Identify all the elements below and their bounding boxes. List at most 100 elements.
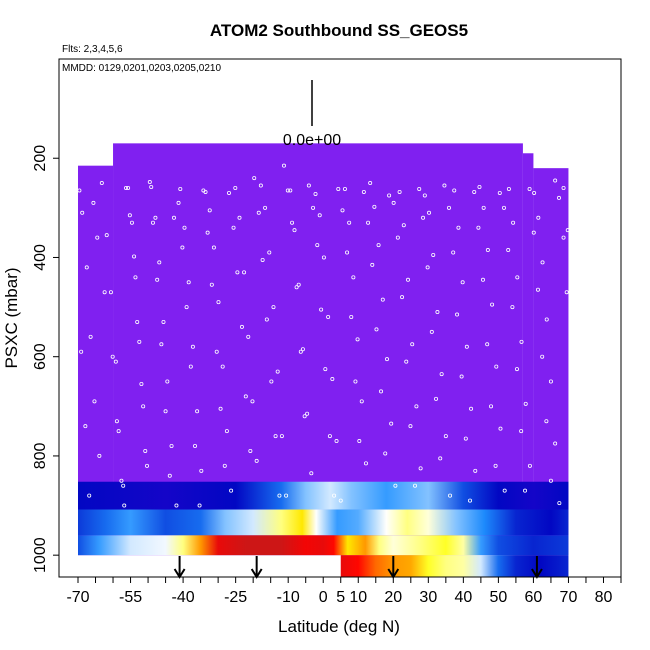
sample-point [380,297,385,302]
y-tick-label: 800 [32,442,49,469]
sample-point [404,359,409,364]
sample-point [87,493,92,498]
sample-point [565,228,570,233]
sample-point [281,163,286,168]
x-tick-label: 10 [349,589,367,606]
sample-point [233,186,238,191]
sample-point [393,483,398,488]
x-tick-label: 60 [525,589,543,606]
sample-point [336,186,341,191]
x-tick-label: 80 [595,589,613,606]
sample-point [122,503,127,508]
y-axis-label: PSXC (mbar) [2,267,21,368]
sample-point [123,186,128,191]
sample-point [145,463,150,468]
x-tick-label: 5 [336,589,345,606]
sample-point [169,444,174,449]
sample-point [116,429,121,434]
sample-point [395,235,400,240]
sample-point [379,389,384,394]
sample-point [434,396,439,401]
sample-point [540,354,545,359]
sample-point [309,471,314,476]
sample-point [207,208,212,213]
sample-point [294,285,299,290]
sample-point [180,245,185,250]
sample-point [104,233,109,238]
sample-point [383,451,388,456]
sample-point [288,188,293,193]
sample-point [536,215,541,220]
sample-point [459,374,464,379]
sample-point [523,488,528,493]
sample-point [439,372,444,377]
heatmap-band [78,481,569,510]
sample-point [186,280,191,285]
sample-point [361,189,366,194]
sample-point [340,208,345,213]
sample-point [342,186,347,191]
sample-point [468,498,473,503]
sample-point [267,250,272,255]
sample-point [490,302,495,307]
sample-point [203,189,208,194]
sample-point [273,434,278,439]
sample-point [456,225,461,230]
sample-point [252,176,257,181]
sample-point [414,404,419,409]
sample-point [243,394,248,399]
sample-point [77,188,82,193]
sample-point [349,315,354,320]
sample-point [523,401,528,406]
sample-point [91,200,96,205]
sample-point [165,379,170,384]
sample-point [182,225,187,230]
sample-point [515,275,520,280]
x-tick-label: 70 [560,589,578,606]
sample-point [406,277,411,282]
sample-point [330,377,335,382]
sample-point [527,463,532,468]
sample-point [427,210,432,215]
sample-point [374,327,379,332]
y-tick-label: 200 [32,145,49,172]
sample-point [351,275,356,280]
sample-point [485,248,490,253]
sample-point [353,379,358,384]
sample-point [184,305,189,310]
sample-point [197,503,202,508]
sample-point [176,200,181,205]
sample-point [149,185,154,190]
sample-point [319,307,324,312]
sample-point [480,277,485,282]
sample-point [527,186,532,191]
sample-point [199,468,204,473]
sample-point [83,424,88,429]
chart-subtitle: Flts: 2,3,4,5,6 [62,44,123,55]
sample-point [401,223,406,228]
sample-point [510,305,515,310]
x-tick-label: -10 [277,589,300,606]
sample-point [114,419,119,424]
coverage-column [522,153,534,556]
sample-point [141,404,146,409]
sample-point [544,317,549,322]
flight-arrow [173,556,186,579]
sample-point [469,406,474,411]
sample-point [548,379,553,384]
sample-point [557,501,562,506]
sample-point [214,349,219,354]
x-tick-label: 0 [319,589,328,606]
sample-point [485,342,490,347]
sample-point [544,419,549,424]
sample-point [438,456,443,461]
sample-point [211,245,216,250]
sample-point [269,379,274,384]
sample-point [119,478,124,483]
sample-point [363,461,368,466]
sample-point [451,250,456,255]
sample-point [88,334,93,339]
sample-point [472,189,477,194]
sample-point [311,205,316,210]
